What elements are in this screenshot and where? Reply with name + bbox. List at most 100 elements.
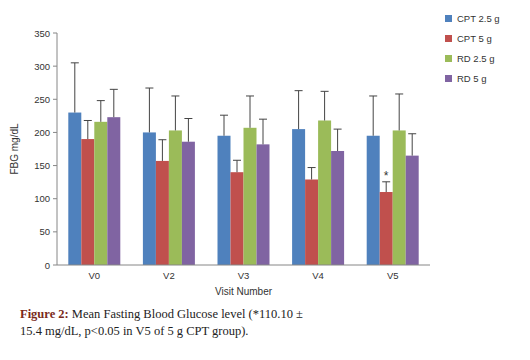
error-line <box>188 119 189 142</box>
error-line <box>386 182 387 192</box>
error-cap <box>84 120 92 121</box>
y-tick-label: 250 <box>34 94 50 105</box>
x-axis <box>57 265 430 266</box>
error-cap <box>259 119 267 120</box>
bar <box>318 120 331 265</box>
caption: Figure 2: Mean Fasting Blood Glucose lev… <box>20 306 320 340</box>
error-bar <box>369 96 377 136</box>
x-tick-label: V2 <box>163 270 175 281</box>
y-tick-label: 50 <box>39 226 50 237</box>
error-cap <box>334 129 342 130</box>
y-tick-label: 350 <box>34 28 50 39</box>
bar <box>81 139 94 265</box>
legend-swatch <box>445 35 452 42</box>
y-tick <box>53 33 57 34</box>
legend-label: RD 2.5 g <box>457 53 495 64</box>
error-line <box>399 94 400 130</box>
bar <box>68 113 81 265</box>
error-bar <box>233 160 241 172</box>
bar <box>143 132 156 265</box>
bar <box>292 129 305 265</box>
error-line <box>87 120 88 139</box>
error-bar <box>97 101 105 122</box>
error-cap <box>145 88 153 89</box>
x-tick-label: V0 <box>88 270 100 281</box>
legend-label: CPT 5 g <box>457 33 492 44</box>
y-axis-label: FBG mg/dL <box>9 123 20 175</box>
error-cap <box>71 62 79 63</box>
error-bar <box>71 63 79 113</box>
error-line <box>263 119 264 144</box>
y-tick <box>53 165 57 166</box>
error-cap <box>395 93 403 94</box>
error-cap <box>408 133 416 134</box>
y-tick-label: 0 <box>45 260 50 271</box>
bar <box>218 136 231 265</box>
y-tick-label: 200 <box>34 127 50 138</box>
error-bar <box>295 91 303 129</box>
error-cap <box>220 115 228 116</box>
error-cap <box>246 95 254 96</box>
error-bar <box>184 119 192 142</box>
y-tick <box>53 99 57 100</box>
error-bar <box>259 119 267 144</box>
y-tick-label: 150 <box>34 160 50 171</box>
bar <box>94 122 107 265</box>
error-line <box>250 96 251 128</box>
bar <box>393 130 406 265</box>
error-line <box>113 89 114 117</box>
error-line <box>149 88 150 132</box>
error-cap <box>184 118 192 119</box>
error-bar <box>382 182 390 192</box>
error-bar <box>395 94 403 130</box>
error-cap <box>171 95 179 96</box>
error-cap <box>158 139 166 140</box>
bar <box>331 151 344 265</box>
error-bar <box>321 91 329 120</box>
bar <box>107 117 120 265</box>
y-tick <box>53 198 57 199</box>
error-cap <box>321 91 329 92</box>
x-tick-label: V5 <box>387 270 399 281</box>
error-bar <box>246 96 254 128</box>
legend-label: CPT 2.5 g <box>457 13 500 24</box>
bar <box>367 136 380 265</box>
y-tick-label: 300 <box>34 61 50 72</box>
y-axis <box>57 33 58 265</box>
error-line <box>100 101 101 122</box>
bar <box>406 156 419 265</box>
error-cap <box>308 167 316 168</box>
error-line <box>74 63 75 113</box>
bar <box>305 179 318 265</box>
error-bar <box>84 120 92 139</box>
error-line <box>337 129 338 151</box>
error-line <box>311 168 312 180</box>
bar <box>231 172 244 265</box>
y-tick-label: 100 <box>34 193 50 204</box>
error-line <box>224 115 225 136</box>
legend-swatch <box>445 15 452 22</box>
error-cap <box>110 89 118 90</box>
bar <box>169 130 182 265</box>
bar <box>257 144 270 265</box>
error-line <box>237 160 238 172</box>
error-bar <box>158 140 166 161</box>
legend-label: RD 5 g <box>457 73 487 84</box>
error-line <box>373 96 374 136</box>
error-line <box>412 134 413 156</box>
error-bar <box>334 129 342 151</box>
error-cap <box>295 90 303 91</box>
error-bar <box>145 88 153 132</box>
bar <box>156 161 169 265</box>
caption-label: Figure 2: <box>20 307 69 321</box>
x-axis-label: Visit Number <box>215 286 273 297</box>
annotation: * <box>384 169 389 183</box>
error-line <box>162 140 163 161</box>
error-line <box>175 96 176 130</box>
error-bar <box>220 115 228 136</box>
error-bar <box>110 89 118 117</box>
error-bar <box>308 168 316 180</box>
error-cap <box>97 100 105 101</box>
legend-swatch <box>445 75 452 82</box>
y-tick <box>53 231 57 232</box>
